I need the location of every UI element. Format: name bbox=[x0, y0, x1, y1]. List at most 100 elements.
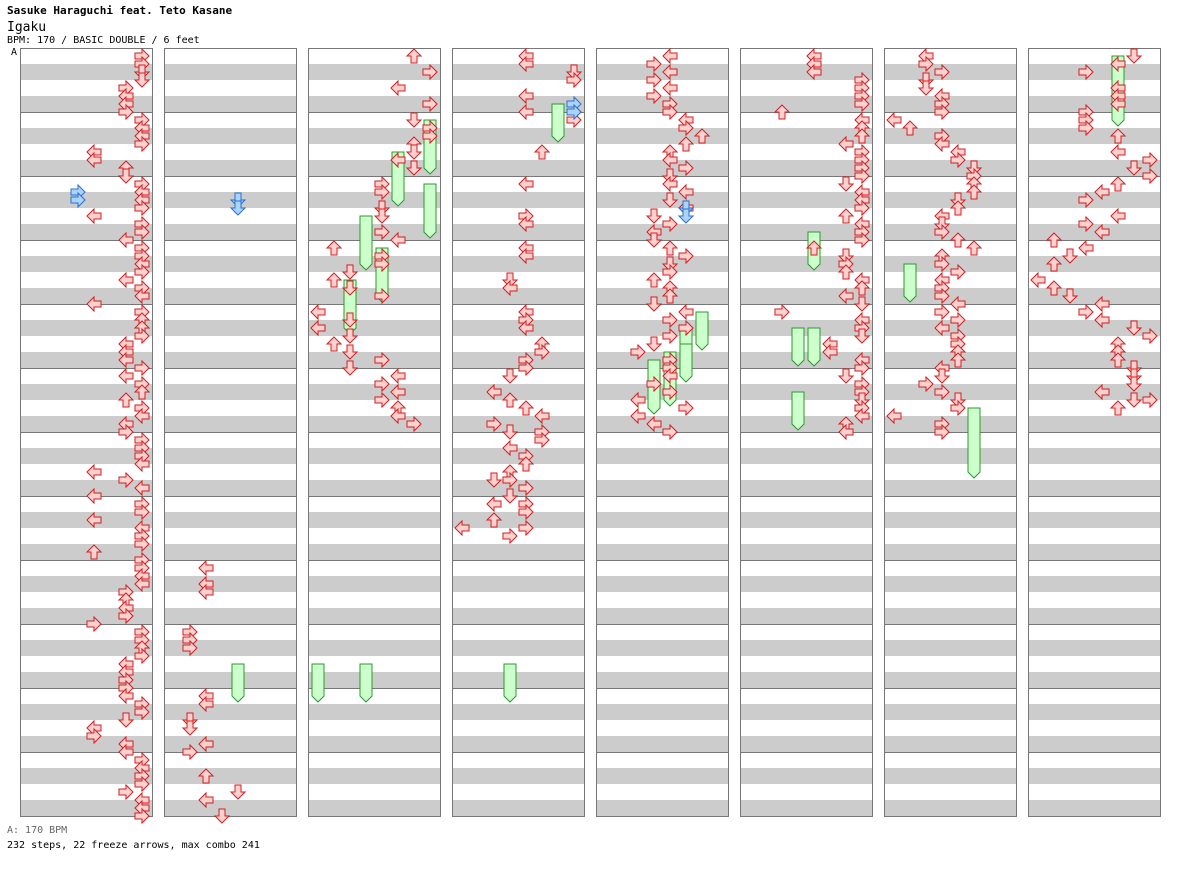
step-arrow bbox=[1110, 207, 1126, 225]
step-arrow bbox=[310, 303, 326, 321]
step-arrow bbox=[1125, 320, 1143, 336]
step-arrow bbox=[853, 392, 871, 408]
freeze-arrow bbox=[967, 407, 981, 479]
freeze-arrow bbox=[503, 663, 517, 703]
step-arrow bbox=[662, 47, 678, 65]
step-arrow bbox=[374, 287, 390, 305]
step-arrow bbox=[341, 360, 359, 376]
step-arrow bbox=[678, 247, 694, 265]
chart-stats: 232 steps, 22 freeze arrows, max combo 2… bbox=[7, 840, 260, 851]
step-arrow bbox=[837, 368, 855, 384]
step-arrow bbox=[517, 456, 535, 472]
step-arrow bbox=[86, 151, 102, 169]
step-arrow bbox=[1078, 215, 1094, 233]
step-arrow bbox=[1094, 295, 1110, 313]
step-arrow bbox=[325, 240, 343, 256]
step-arrow bbox=[422, 63, 438, 81]
step-arrow bbox=[198, 735, 214, 753]
step-arrow bbox=[534, 431, 550, 449]
freeze-arrow bbox=[231, 663, 245, 703]
chart-column bbox=[164, 48, 297, 817]
step-arrow bbox=[405, 112, 423, 128]
step-arrow bbox=[854, 95, 870, 113]
step-arrow bbox=[1078, 303, 1094, 321]
step-arrow bbox=[646, 87, 662, 105]
step-arrow bbox=[662, 63, 678, 81]
step-arrow bbox=[934, 319, 950, 337]
step-arrow bbox=[86, 487, 102, 505]
step-arrow bbox=[662, 175, 678, 193]
step-arrow bbox=[134, 199, 150, 217]
step-arrow bbox=[213, 808, 231, 824]
step-arrow bbox=[534, 343, 550, 361]
step-arrow bbox=[646, 415, 662, 433]
step-arrow bbox=[118, 743, 134, 761]
step-arrow bbox=[645, 272, 663, 288]
step-arrow bbox=[774, 303, 790, 321]
step-arrow bbox=[134, 647, 150, 665]
step-arrow bbox=[229, 784, 247, 800]
step-arrow bbox=[645, 208, 663, 224]
step-arrow bbox=[837, 208, 855, 224]
step-arrow bbox=[662, 383, 678, 401]
freeze-arrow bbox=[791, 391, 805, 431]
step-arrow bbox=[853, 328, 871, 344]
step-arrow bbox=[181, 720, 199, 736]
step-arrow bbox=[678, 183, 694, 201]
step-arrow bbox=[662, 367, 678, 385]
step-arrow bbox=[134, 575, 150, 593]
step-arrow bbox=[486, 383, 502, 401]
step-arrow bbox=[374, 255, 390, 273]
step-arrow bbox=[662, 103, 678, 121]
freeze-arrow bbox=[791, 327, 805, 367]
step-arrow bbox=[86, 463, 102, 481]
song-title: Igaku bbox=[7, 20, 47, 35]
step-arrow bbox=[630, 391, 646, 409]
song-artist: Sasuke Haraguchi feat. Teto Kasane bbox=[7, 4, 233, 17]
step-arrow bbox=[949, 232, 967, 248]
step-arrow bbox=[133, 384, 151, 400]
step-arrow bbox=[390, 383, 406, 401]
step-arrow bbox=[1109, 400, 1127, 416]
step-arrow bbox=[134, 455, 150, 473]
step-arrow bbox=[1078, 63, 1094, 81]
step-arrow bbox=[677, 136, 695, 152]
step-arrow bbox=[1142, 167, 1158, 185]
step-arrow bbox=[950, 295, 966, 313]
step-arrow bbox=[838, 287, 854, 305]
chart-column bbox=[20, 48, 153, 817]
step-arrow bbox=[1125, 160, 1143, 176]
step-arrow bbox=[501, 272, 519, 288]
step-arrow bbox=[693, 128, 711, 144]
step-arrow bbox=[918, 375, 934, 393]
step-arrow bbox=[837, 176, 855, 192]
step-arrow bbox=[934, 135, 950, 153]
step-arrow bbox=[854, 231, 870, 249]
freeze-arrow bbox=[359, 215, 373, 271]
step-arrow bbox=[853, 128, 871, 144]
step-arrow bbox=[118, 271, 134, 289]
step-arrow bbox=[838, 135, 854, 153]
step-arrow bbox=[933, 216, 951, 232]
step-arrow bbox=[117, 392, 135, 408]
step-arrow bbox=[661, 192, 679, 208]
freeze-arrow bbox=[359, 663, 373, 703]
step-arrow bbox=[1078, 119, 1094, 137]
step-arrow bbox=[934, 287, 950, 305]
step-arrow bbox=[949, 200, 967, 216]
step-arrow bbox=[1078, 239, 1094, 257]
step-arrow bbox=[502, 439, 518, 457]
step-arrow bbox=[934, 423, 950, 441]
step-arrow bbox=[853, 296, 871, 312]
step-arrow bbox=[1061, 288, 1079, 304]
step-arrow bbox=[838, 423, 854, 441]
step-arrow bbox=[134, 263, 150, 281]
step-arrow bbox=[501, 392, 519, 408]
step-arrow bbox=[934, 103, 950, 121]
step-arrow bbox=[182, 639, 198, 657]
step-arrow bbox=[965, 240, 983, 256]
step-arrow bbox=[518, 359, 534, 377]
step-arrow bbox=[662, 423, 678, 441]
step-arrow bbox=[806, 63, 822, 81]
step-arrow bbox=[341, 312, 359, 328]
